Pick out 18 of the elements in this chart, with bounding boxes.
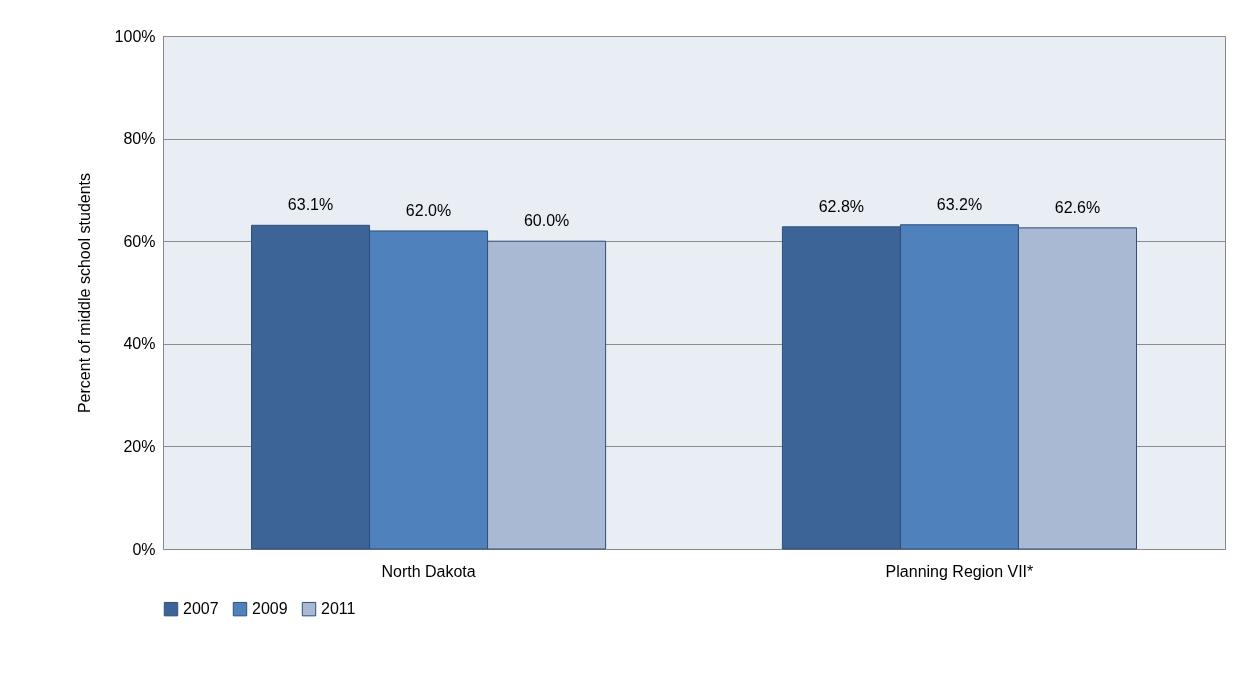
- y-axis-title: Percent of middle school students: [75, 172, 93, 414]
- data-label: 63.1%: [287, 196, 334, 214]
- y-tick-label: 100%: [114, 27, 156, 45]
- data-label: 60.0%: [523, 212, 570, 230]
- y-tick-label: 0%: [132, 540, 156, 558]
- y-tick-label: 80%: [123, 130, 156, 148]
- data-label: 62.6%: [1054, 198, 1101, 216]
- y-tick-label: 60%: [123, 232, 156, 250]
- data-label: 62.8%: [818, 197, 865, 215]
- y-tick-label: 40%: [123, 335, 156, 353]
- legend-label: 2007: [183, 600, 219, 618]
- legend-label: 2009: [252, 600, 288, 618]
- y-tick-label: 20%: [123, 437, 156, 455]
- data-label: 62.0%: [405, 201, 452, 219]
- data-label: 63.2%: [936, 195, 983, 213]
- x-tick-label: Planning Region VII*: [885, 562, 1034, 580]
- x-tick-label: North Dakota: [381, 562, 476, 580]
- legend-label: 2011: [321, 600, 356, 618]
